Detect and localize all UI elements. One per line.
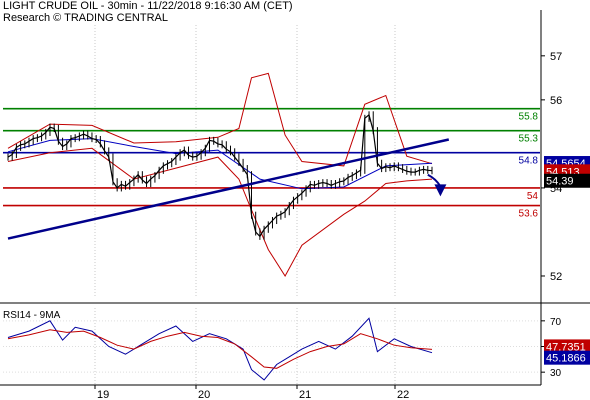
level-label: 55.8 xyxy=(519,112,539,123)
rsi-series-line xyxy=(7,317,433,381)
price-tag-label: 54.39 xyxy=(546,176,574,188)
trendline xyxy=(7,138,450,240)
rsi-y-tick-label: 70 xyxy=(550,317,562,328)
x-tick-label: 20 xyxy=(198,389,210,400)
price-line xyxy=(7,111,433,240)
y-tick-label: 52 xyxy=(550,271,562,283)
x-tick-label: 19 xyxy=(97,389,109,400)
rsi-series-line xyxy=(7,329,433,369)
rsi-y-tick-label: 30 xyxy=(550,368,562,379)
forecast-arrow-head xyxy=(434,184,447,197)
x-tick-label: 21 xyxy=(299,389,311,400)
chart-title: LIGHT CRUDE OIL - 30min - 11/22/2018 9:1… xyxy=(3,0,293,12)
y-tick-label: 56 xyxy=(550,95,562,107)
rsi-price-tag-label: 45.1866 xyxy=(546,353,586,365)
price-line xyxy=(7,113,433,238)
level-label: 53.6 xyxy=(519,209,539,220)
chart-source: Research © TRADING CENTRAL xyxy=(3,12,168,24)
price-tag xyxy=(544,173,590,188)
rsi-price-tag xyxy=(544,339,590,354)
bollinger-upper-line xyxy=(7,72,433,167)
rsi-title: RSI14 - 9MA xyxy=(3,310,61,321)
rsi-price-tag xyxy=(544,350,590,365)
trendline xyxy=(7,138,450,240)
x-tick-label: 22 xyxy=(397,389,409,400)
support-resistance-levels: 55.8 55.3 54.8 54 53.6 xyxy=(3,107,540,220)
level-label: 54 xyxy=(527,191,539,202)
moving-average xyxy=(7,138,433,190)
y-tick-label: 57 xyxy=(550,51,562,63)
level-label: 55.3 xyxy=(519,134,539,145)
rsi-price-tag-label: 47.7351 xyxy=(546,341,586,353)
bollinger-lower-line xyxy=(7,147,433,277)
moving-average-line xyxy=(7,138,433,190)
level-label: 54.8 xyxy=(519,156,539,167)
